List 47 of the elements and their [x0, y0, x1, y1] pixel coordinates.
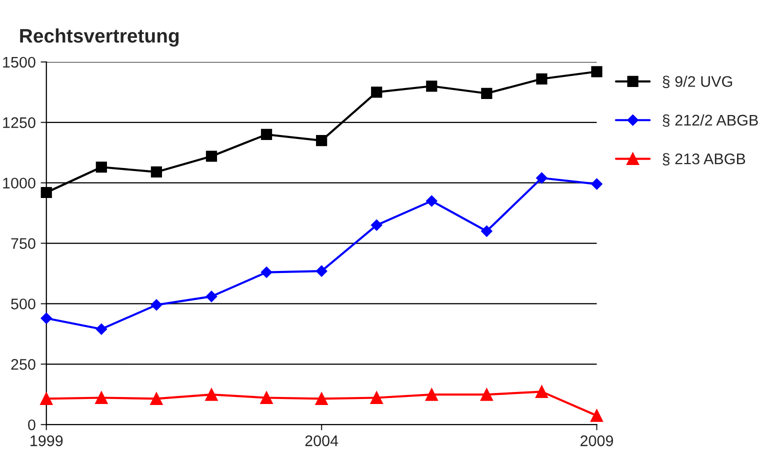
point: [40, 186, 52, 198]
point: [96, 323, 108, 335]
point: [316, 134, 328, 146]
point: [591, 178, 602, 190]
point: [481, 226, 492, 237]
point: [205, 388, 218, 401]
chart-title: Rechtsvertretung: [20, 28, 179, 47]
point: [150, 392, 163, 405]
point: [481, 88, 492, 99]
x-tick-label: 1999: [30, 435, 63, 446]
point: [536, 172, 548, 184]
legend-label: § 213 ABGB: [662, 153, 746, 166]
point: [260, 128, 272, 140]
point: [206, 290, 218, 302]
point: [371, 86, 382, 98]
point: [536, 73, 548, 84]
y-tick-label: 1500: [3, 56, 36, 68]
point: [591, 66, 602, 78]
point: [315, 392, 328, 405]
y-tick-label: 1250: [3, 117, 36, 128]
legend-label: § 9/2 UVG: [662, 76, 732, 88]
point: [206, 150, 218, 162]
point: [425, 388, 438, 401]
point: [480, 388, 493, 401]
legend-label: § 212/2 ABGB: [662, 114, 758, 127]
y-tick-label: 500: [11, 298, 36, 310]
y-tick-label: 0: [28, 419, 36, 430]
point: [96, 162, 107, 173]
y-tick-label: 1000: [3, 178, 36, 189]
x-tick-label: 2009: [580, 435, 614, 446]
point: [40, 312, 52, 324]
point: [95, 391, 108, 404]
point: [590, 409, 604, 422]
point: [370, 391, 383, 404]
point: [150, 299, 162, 311]
x-tick-label: 2004: [305, 435, 338, 446]
point: [426, 80, 438, 92]
point: [535, 385, 548, 398]
point: [316, 265, 328, 277]
point: [260, 266, 272, 278]
point: [40, 392, 53, 405]
point: [426, 195, 438, 207]
point: [260, 391, 273, 404]
y-tick-label: 750: [11, 238, 36, 249]
y-tick-label: 250: [11, 359, 36, 370]
point: [150, 166, 162, 178]
point: [371, 220, 382, 231]
